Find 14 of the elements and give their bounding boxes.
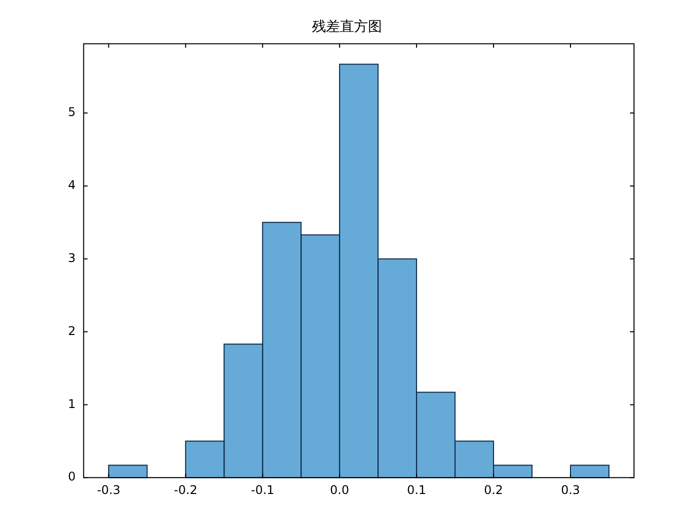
y-tick-label: 5 — [68, 105, 76, 120]
y-tick-label: 2 — [68, 324, 76, 338]
x-tick-label: 0.2 — [484, 482, 504, 497]
y-tick-label: 0 — [68, 470, 76, 484]
x-tick-label: 0.0 — [330, 482, 350, 497]
y-tick-label: 4 — [68, 178, 76, 192]
y-tick-label: 1 — [68, 396, 76, 411]
x-tick-label: -0.3 — [96, 482, 120, 497]
y-tick-label: 3 — [68, 251, 76, 265]
chart-title: 残差直方图 — [312, 19, 382, 36]
x-tick-label: 0.3 — [560, 482, 580, 497]
x-tick-label: -0.1 — [250, 482, 274, 497]
x-tick-label: -0.2 — [174, 482, 198, 497]
x-tick-label: 0.1 — [407, 482, 426, 497]
